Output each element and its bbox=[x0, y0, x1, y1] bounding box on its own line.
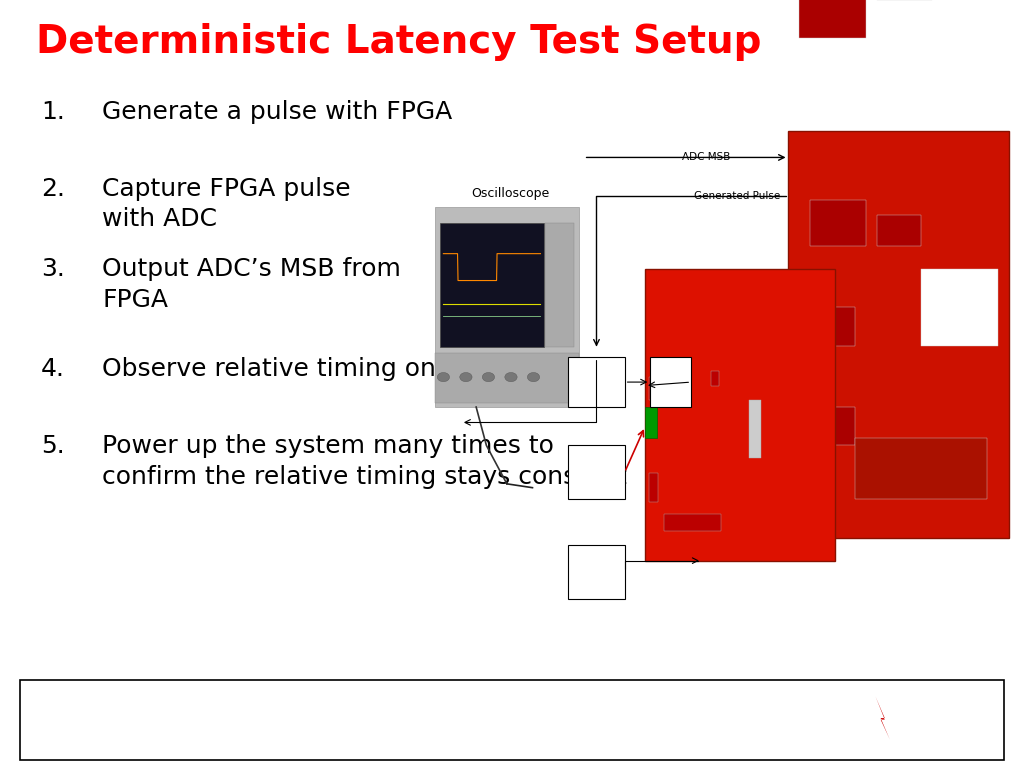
Text: Power
Splitter: Power Splitter bbox=[582, 372, 611, 392]
Bar bbox=[664, 371, 672, 386]
Bar bbox=[545, 223, 574, 347]
Text: ADC MSB: ADC MSB bbox=[682, 152, 731, 163]
Text: Power
Supply
(+4V): Power Supply (+4V) bbox=[582, 458, 611, 487]
Bar bbox=[568, 357, 625, 407]
Polygon shape bbox=[876, 697, 890, 740]
Text: Generated Pulse: Generated Pulse bbox=[694, 190, 780, 201]
Text: Generate a pulse with FPGA: Generate a pulse with FPGA bbox=[102, 100, 453, 124]
Bar bbox=[811, 307, 854, 346]
Bar bbox=[645, 269, 835, 561]
Text: Power up the system many times to
confirm the relative timing stays constant: Power up the system many times to confir… bbox=[102, 434, 628, 488]
Text: TEXAS: TEXAS bbox=[894, 697, 935, 707]
Bar bbox=[440, 223, 544, 347]
Bar bbox=[664, 514, 721, 531]
Bar bbox=[645, 407, 657, 438]
Bar bbox=[854, 438, 987, 499]
Text: 5.: 5. bbox=[41, 434, 65, 458]
Bar bbox=[921, 269, 997, 346]
Bar bbox=[568, 445, 625, 499]
Bar bbox=[750, 400, 761, 458]
Circle shape bbox=[482, 372, 495, 382]
Text: Output ADC’s MSB from
FPGA: Output ADC’s MSB from FPGA bbox=[102, 257, 401, 312]
Circle shape bbox=[460, 372, 472, 382]
Text: 3.: 3. bbox=[41, 257, 65, 281]
Text: Oscilloscope: Oscilloscope bbox=[471, 187, 549, 200]
Bar bbox=[649, 473, 658, 502]
Text: Observe relative timing on scope: Observe relative timing on scope bbox=[102, 357, 518, 381]
Text: 4.: 4. bbox=[41, 357, 65, 381]
Bar bbox=[811, 407, 854, 445]
Bar bbox=[811, 200, 865, 246]
Bar bbox=[800, 0, 865, 38]
Circle shape bbox=[505, 372, 517, 382]
Bar bbox=[20, 680, 1004, 760]
Text: PC Running
Configuration
GUI: PC Running Configuration GUI bbox=[568, 558, 625, 587]
Circle shape bbox=[437, 372, 450, 382]
Bar bbox=[568, 545, 625, 599]
Bar bbox=[788, 131, 1009, 538]
Bar bbox=[649, 377, 660, 400]
Circle shape bbox=[527, 372, 540, 382]
Text: Capture FPGA pulse
with ADC: Capture FPGA pulse with ADC bbox=[102, 177, 351, 231]
Text: 1.: 1. bbox=[41, 100, 65, 124]
Text: 2.: 2. bbox=[41, 177, 65, 200]
FancyBboxPatch shape bbox=[435, 207, 579, 407]
Bar bbox=[877, 215, 921, 246]
Text: INSTRUMENTS: INSTRUMENTS bbox=[894, 717, 968, 726]
Bar bbox=[435, 353, 579, 403]
Bar bbox=[712, 371, 719, 386]
Bar bbox=[650, 357, 691, 407]
Text: 6dB
Att: 6dB Att bbox=[663, 372, 679, 392]
Text: Deterministic Latency Test Setup: Deterministic Latency Test Setup bbox=[36, 23, 761, 61]
